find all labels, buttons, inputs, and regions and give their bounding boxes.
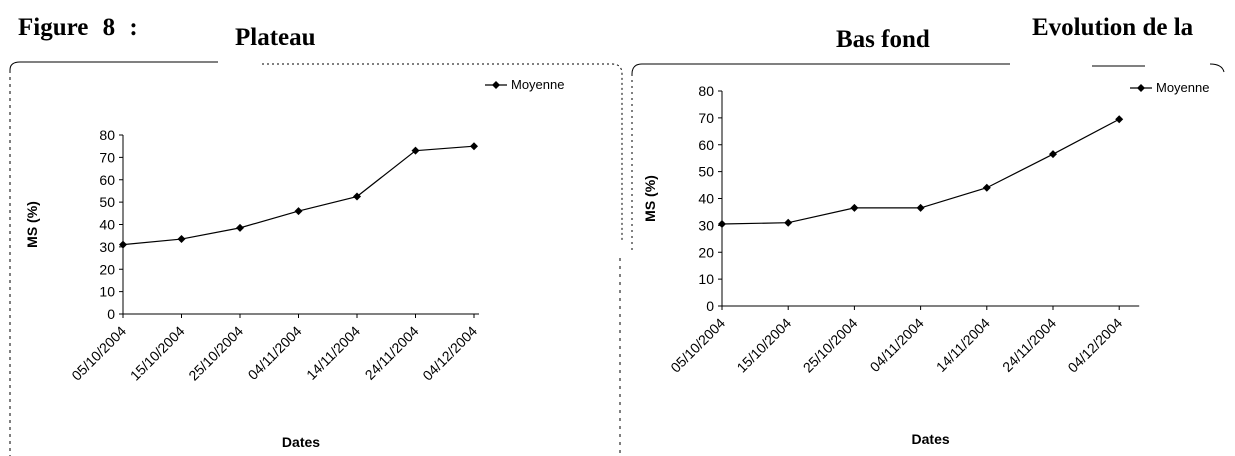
x-tick-label: 04/11/2004 — [867, 315, 927, 375]
figure-label: Figure 8 : — [18, 14, 138, 41]
data-point — [470, 142, 478, 151]
x-axis-title: Dates — [282, 434, 320, 450]
y-tick-label: 50 — [698, 164, 714, 180]
data-point — [294, 207, 303, 216]
x-tick-label: 04/11/2004 — [244, 323, 304, 383]
y-tick-label: 30 — [698, 217, 714, 233]
data-point — [850, 203, 859, 212]
figure-caption-fragment: Evolution de la — [1032, 14, 1194, 41]
x-tick-label: 04/12/2004 — [419, 323, 480, 384]
y-tick-label: 40 — [99, 217, 115, 233]
y-tick-label: 0 — [107, 306, 115, 322]
legend-label: Moyenne — [511, 77, 564, 92]
y-tick-label: 10 — [698, 271, 714, 287]
data-point — [982, 183, 991, 192]
y-tick-label: 80 — [698, 83, 714, 99]
y-tick-label: 70 — [698, 110, 714, 126]
data-point — [1049, 150, 1057, 159]
series-line — [122, 145, 475, 246]
x-tick-label: 15/10/2004 — [733, 315, 794, 376]
data-point — [784, 218, 793, 227]
y-tick-label: 40 — [698, 191, 714, 207]
data-point — [119, 240, 127, 249]
y-tick-label: 10 — [99, 284, 115, 300]
data-point — [236, 223, 244, 232]
x-tick-label: 14/11/2004 — [933, 315, 993, 375]
chart-bas-fond: 0 10 20 30 40 50 60 70 80 05/10/2004 15/10/2004 25/… — [642, 80, 1209, 447]
legend-marker — [1137, 84, 1145, 92]
y-tick-label: 60 — [698, 137, 714, 153]
x-tick-label: 24/11/2004 — [361, 323, 421, 383]
x-tick-label: 05/10/2004 — [667, 315, 728, 376]
chart-title-plateau: Plateau — [235, 24, 316, 51]
data-point — [1115, 115, 1124, 124]
x-tick-label: 25/10/2004 — [800, 315, 861, 376]
y-tick-label: 30 — [99, 239, 115, 255]
legend-marker — [492, 81, 500, 89]
y-tick-label: 50 — [99, 194, 115, 210]
x-tick-label: 05/10/2004 — [68, 323, 129, 384]
data-point — [916, 203, 925, 212]
chart-frames — [9, 61, 1225, 456]
y-tick-label: 80 — [99, 127, 115, 143]
y-axis-title: MS (%) — [24, 201, 40, 248]
data-point — [411, 146, 420, 155]
legend-label: Moyenne — [1156, 80, 1209, 95]
x-axis-title: Dates — [912, 431, 950, 447]
y-tick-label: 20 — [698, 244, 714, 260]
data-point — [353, 192, 361, 201]
chart-plateau: 0 10 20 30 40 50 60 70 80 05/10/200415/10/200425/… — [24, 77, 564, 450]
data-point — [177, 235, 186, 244]
y-tick-label: 0 — [706, 298, 714, 314]
data-point — [718, 220, 726, 229]
x-tick-label: 15/10/2004 — [127, 323, 188, 384]
x-tick-label: 04/12/2004 — [1064, 315, 1125, 376]
y-tick-label: 20 — [99, 261, 115, 277]
y-tick-label: 70 — [99, 149, 115, 165]
x-tick-label: 14/11/2004 — [303, 323, 363, 383]
y-axis-title: MS (%) — [642, 175, 658, 222]
x-tick-label: 25/10/2004 — [185, 323, 246, 384]
chart-title-bas-fond: Bas fond — [836, 26, 930, 53]
x-tick-label: 24/11/2004 — [999, 315, 1059, 375]
y-tick-label: 60 — [99, 172, 115, 188]
